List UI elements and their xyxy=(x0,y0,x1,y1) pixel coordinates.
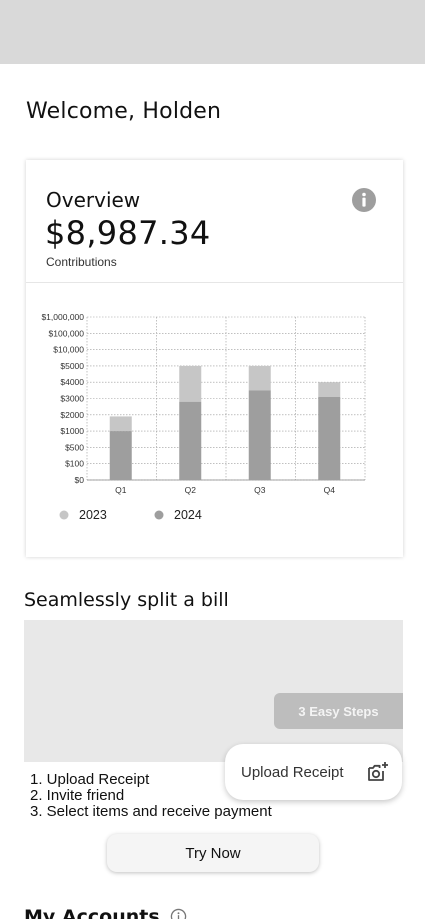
bar-2024-q2 xyxy=(179,401,202,480)
welcome-heading: Welcome, Holden xyxy=(26,99,222,124)
bar-2024-q3 xyxy=(248,390,271,480)
y-tick-label: $100,000 xyxy=(49,328,85,338)
y-tick-label: $1,000,000 xyxy=(41,312,84,322)
bar-2024-q1 xyxy=(109,431,132,480)
info-icon[interactable] xyxy=(170,908,187,919)
y-tick-label: $2000 xyxy=(60,410,84,420)
overview-subtitle: Contributions xyxy=(46,255,117,269)
camera-add-icon xyxy=(368,762,388,781)
split-bill-image xyxy=(24,620,403,762)
legend-swatch xyxy=(154,510,164,520)
overview-amount: $8,987.34 xyxy=(45,214,211,252)
overview-title: Overview xyxy=(46,188,141,212)
legend-label: 2023 xyxy=(79,508,107,522)
overview-card: Overview $8,987.34 Contributions $0 $100 $… xyxy=(26,160,403,557)
y-tick-label: $0 xyxy=(75,475,85,485)
y-tick-label: $3000 xyxy=(60,394,84,404)
y-tick-label: $500 xyxy=(65,442,84,452)
my-accounts-label: My Accounts xyxy=(24,906,160,919)
bar-2024-q4 xyxy=(318,396,341,480)
y-tick-label: $10,000 xyxy=(53,345,84,355)
steps-badge: 3 Easy Steps xyxy=(274,693,403,729)
bar-2023-q3 xyxy=(248,365,271,391)
step-item: 3. Select items and receive payment xyxy=(30,803,272,820)
y-tick-label: $100 xyxy=(65,459,84,469)
contributions-chart: $0 $100 $500 $1000 $2000 $3000 $4000 $5000 $10,0… xyxy=(41,312,366,522)
steps-list: 1. Upload Receipt 2. Invite friend 3. Se… xyxy=(30,772,272,820)
step-item: 2. Invite friend xyxy=(30,787,125,804)
x-tick-label: Q4 xyxy=(324,485,336,495)
y-tick-label: $5000 xyxy=(60,361,84,371)
info-icon[interactable] xyxy=(352,188,376,212)
y-tick-label: $1000 xyxy=(60,426,84,436)
bar-2023-q4 xyxy=(318,382,341,397)
split-bill-title: Seamlessly split a bill xyxy=(24,589,229,611)
legend-swatch xyxy=(59,510,69,520)
bar-2023-q2 xyxy=(179,365,202,402)
y-tick-label: $4000 xyxy=(60,377,84,387)
try-now-button[interactable]: Try Now xyxy=(107,834,319,872)
overview-header: Overview $8,987.34 Contributions xyxy=(26,160,403,283)
step-item: 1. Upload Receipt xyxy=(30,771,150,788)
x-tick-label: Q1 xyxy=(115,485,127,495)
upload-receipt-label: Upload Receipt xyxy=(241,763,344,781)
x-tick-label: Q3 xyxy=(254,485,266,495)
legend-label: 2024 xyxy=(174,508,202,522)
bar-2023-q1 xyxy=(109,416,132,432)
status-bar xyxy=(0,0,425,64)
upload-receipt-button[interactable]: Upload Receipt xyxy=(225,744,402,800)
x-tick-label: Q2 xyxy=(185,485,197,495)
my-accounts-title: My Accounts xyxy=(24,906,187,919)
